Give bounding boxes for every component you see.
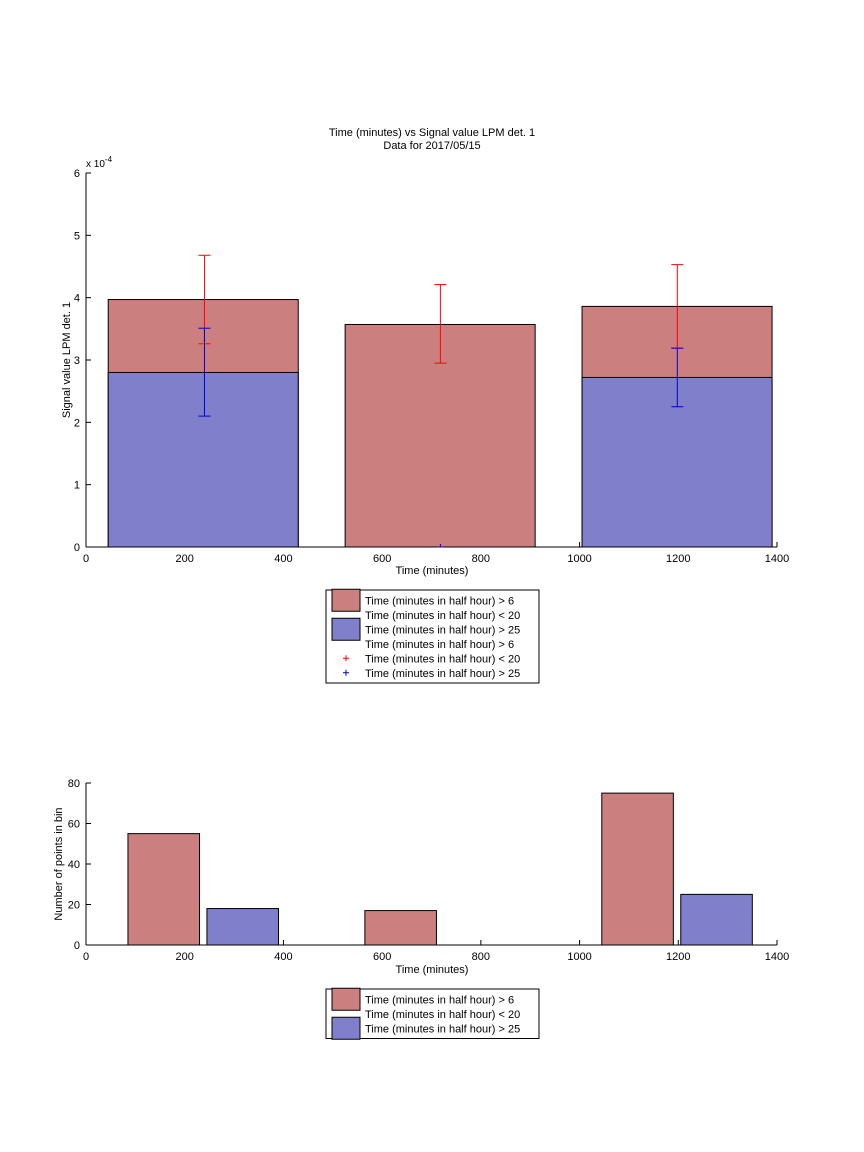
top-x-tick-label: 400	[274, 553, 292, 565]
top-y-tick-label: 2	[74, 417, 80, 429]
legend-entry-label: Time (minutes in half hour) > 6	[365, 639, 514, 651]
legend-swatch-blue_bar	[331, 617, 361, 641]
bottom-y-tick-label: 0	[74, 940, 80, 952]
legend-entry-label: Time (minutes in half hour) < 20	[365, 1009, 520, 1021]
bottom-y-tick-label: 60	[68, 819, 80, 831]
legend-swatch-red_bar	[331, 588, 361, 612]
bottom-bar-blue_bar	[680, 893, 753, 946]
top-x-tick-label: 1000	[567, 553, 591, 565]
bottom-y-axis-label: Number of points in bin	[53, 807, 65, 920]
top-x-axis-label: Time (minutes)	[396, 565, 469, 577]
legend-entry-label: Time (minutes in half hour) > 25	[365, 1023, 520, 1035]
top-x-tick-label: 200	[176, 553, 194, 565]
bottom-y-tick-label: 80	[68, 778, 80, 790]
bottom-bar-blue_bar	[206, 908, 279, 946]
legend-entry-label: Time (minutes in half hour) > 6	[365, 595, 514, 607]
bottom-x-tick-label: 1000	[567, 951, 591, 963]
chart-subtitle: Data for 2017/05/15	[383, 140, 480, 152]
y-multiplier-exp: -4	[105, 155, 113, 164]
legend-swatch-red_bar	[331, 987, 361, 1011]
bottom-bar-red_bar	[364, 910, 437, 946]
bottom-plot-area: 0 200 400 600 800 1000 1200 1400 0 20 40 60 80	[68, 778, 789, 963]
bottom-x-axis-label: Time (minutes)	[396, 964, 469, 976]
top-legend: Time (minutes in half hour) > 6 Time (min…	[325, 588, 540, 684]
top-y-tick-label: 0	[74, 542, 80, 554]
top-y-tick-label: 1	[74, 480, 80, 492]
legend-entry-label: Time (minutes in half hour) < 20	[365, 610, 520, 622]
chart-title: Time (minutes) vs Signal value LPM det. …	[329, 127, 535, 139]
bottom-bar-red_bar	[127, 833, 201, 946]
bottom-x-tick-label: 200	[176, 951, 194, 963]
bottom-x-tick-label: 1400	[765, 951, 789, 963]
legend-swatch-blue_bar	[331, 1016, 361, 1040]
bottom-x-tick-label: 1200	[666, 951, 690, 963]
top-x-tick-label: 800	[472, 553, 490, 565]
legend-box	[325, 589, 540, 684]
top-y-tick-label: 6	[74, 168, 80, 180]
bottom-y-tick-label: 20	[68, 900, 80, 912]
y-multiplier-label: x 10-4	[86, 155, 113, 170]
top-plot-area: 0 200 400 600 800 1000 1200 1400 0 1 2 3 4 5 6	[74, 168, 789, 565]
legend-entry-label: Time (minutes in half hour) < 20	[365, 653, 520, 665]
legend-box	[325, 988, 540, 1039]
top-x-tick-label: 1400	[765, 553, 789, 565]
bottom-x-tick-label: 0	[83, 951, 89, 963]
top-y-tick-label: 3	[74, 355, 80, 367]
legend-entry-label: Time (minutes in half hour) > 25	[365, 668, 520, 680]
bottom-x-tick-label: 600	[373, 951, 391, 963]
top-x-tick-label: 0	[83, 553, 89, 565]
top-y-tick-label: 5	[74, 230, 80, 242]
top-bar-blue_bar	[107, 371, 299, 548]
top-y-axis-label: Signal value LPM det. 1	[61, 302, 73, 418]
legend-entry-label: Time (minutes in half hour) > 6	[365, 994, 514, 1006]
bottom-bar-red_bar	[601, 792, 674, 946]
bottom-x-tick-label: 800	[472, 951, 490, 963]
y-multiplier-base: x 10	[86, 159, 105, 170]
legend-entry-label: Time (minutes in half hour) > 25	[365, 624, 520, 636]
top-y-tick-label: 4	[74, 293, 80, 305]
top-x-tick-label: 1200	[666, 553, 690, 565]
top-x-tick-label: 600	[373, 553, 391, 565]
bottom-y-tick-label: 40	[68, 859, 80, 871]
bottom-legend: Time (minutes in half hour) > 6 Time (min…	[325, 987, 540, 1040]
bottom-x-tick-label: 400	[274, 951, 292, 963]
